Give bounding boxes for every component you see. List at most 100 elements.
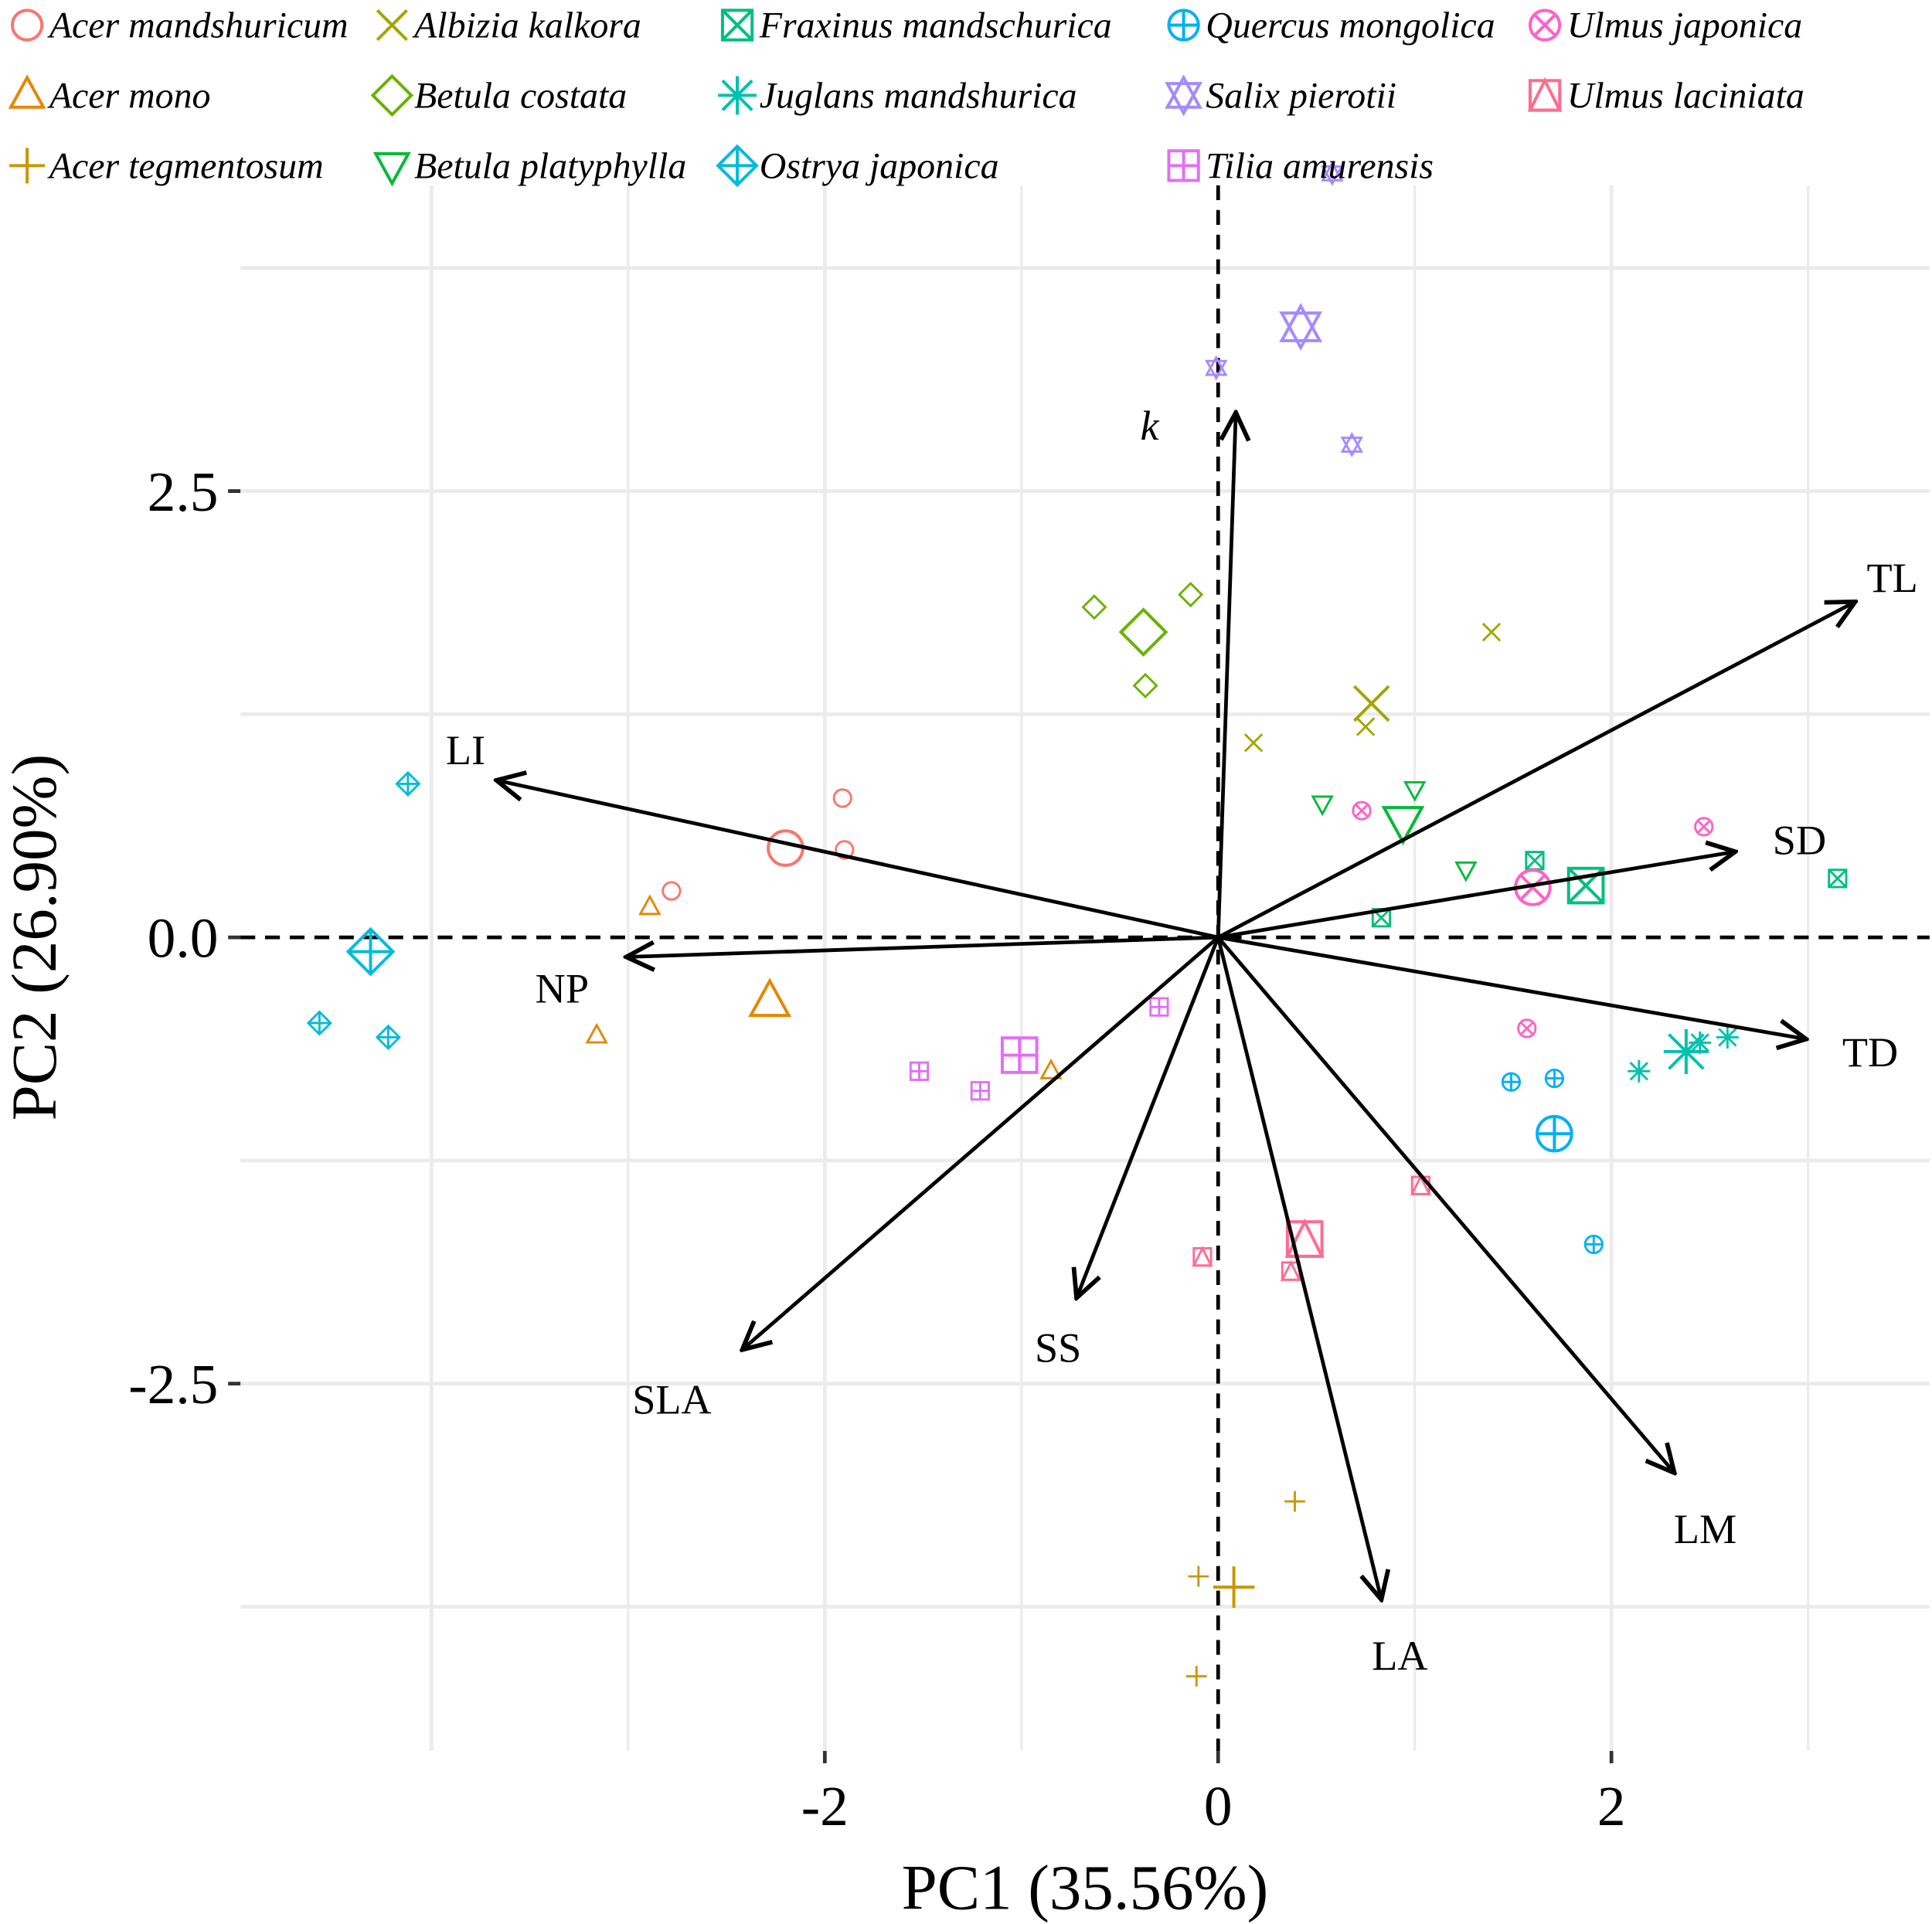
mark-stroke [721,8,753,42]
data-point [1205,355,1228,381]
mark-stroke [1355,717,1376,736]
mark-stroke [376,8,408,42]
mark-triangle [1284,1218,1325,1258]
mark-triangle-down [1340,437,1364,457]
x-axis-label: PC1 (35.56%) [902,1851,1269,1922]
centroid-point [1381,806,1425,845]
mark-square [720,8,754,42]
vector-label: TL [1866,555,1917,601]
x-tick-label: -2 [801,1775,849,1837]
legend-key [10,8,44,42]
mark-circle [1694,817,1714,837]
legend-key [716,144,759,188]
mark-triangle [1205,355,1228,376]
mark-circle [767,829,804,867]
mark-triangle [1280,1259,1301,1281]
data-point [1501,1072,1522,1092]
data-point [1280,1259,1301,1281]
mark-triangle [748,977,792,1018]
y-tick-label: 2.5 [148,461,219,523]
mark-square [1281,1261,1301,1281]
mark-diamond [345,926,396,977]
data-point [1716,1025,1739,1049]
mark-triangle-down [372,152,411,187]
legend-label: Albizia kalkora [412,5,641,46]
legend-label: Fraxinus mandschurica [759,5,1112,46]
x-tick-label: 0 [1204,1775,1233,1837]
y-axis-label: PC2 (26.90%) [0,754,70,1121]
mark-triangle [585,1022,608,1044]
legend-key [376,8,408,42]
data-point [1340,432,1364,457]
data-point [970,1081,990,1101]
legend-label: Acer mono [47,75,211,116]
mark-triangle [1340,432,1364,453]
vector-label: SLA [632,1377,711,1423]
mark-triangle-down [1454,861,1478,882]
legend-key [8,74,46,109]
vector-arrow [1217,602,1855,940]
mark-circle [662,881,682,901]
mark-circle [1517,1018,1537,1038]
mark-triangle-down [1311,795,1334,817]
legend-label: Betula costata [414,75,627,116]
mark-circle [835,840,855,860]
legend-key [720,8,754,42]
data-point [1185,1666,1207,1687]
mark-circle [1352,801,1372,821]
data-point [1352,801,1372,821]
centroid-point [1279,303,1323,351]
data-point [832,788,852,808]
vector-label: TD [1842,1029,1898,1076]
mark-triangle-down [1279,311,1323,351]
mark-stroke [1372,908,1391,927]
legend-label: Acer mandshuricum [47,5,349,46]
vector-arrow [1077,937,1220,1298]
legend-label: Ulmus laciniata [1567,75,1804,116]
mark-stroke [1519,1021,1534,1035]
data-point [395,770,421,797]
data-point [375,1024,401,1051]
axes: -2 0 2 2.5 0.0 -2.5 [128,461,1625,1837]
legend-key [372,152,411,187]
data-point [1284,1491,1305,1512]
vector-label: NP [536,966,589,1012]
mark-circle [1528,8,1562,42]
mark-stroke [1533,13,1556,37]
data-point [1525,851,1545,871]
data-point [1517,1018,1537,1038]
data-point [1828,869,1848,889]
grid [240,185,1930,1752]
legend-label: Acer tegmentosum [47,145,324,186]
mark-stroke [1696,820,1711,834]
data-point [1188,1565,1209,1587]
centroid-point [1352,685,1390,722]
mark-triangle [1527,76,1563,112]
data-point [1039,1058,1063,1079]
reference-lines [240,185,1930,1752]
legend-key [1167,149,1200,182]
legend-key [1165,74,1203,117]
vector-arrow [1216,936,1674,1473]
mark-triangle-down [1381,806,1425,845]
centroid-point [1536,1114,1573,1153]
mark-square [1192,1247,1213,1267]
mark-triangle [1279,303,1323,342]
mark-diamond [306,1010,332,1036]
legend-key [718,76,757,115]
legend-key [9,148,46,184]
mark-triangle-down [1205,359,1228,381]
centroid-point [1118,607,1168,657]
data-point [1311,795,1334,817]
vector-label: LM [1674,1506,1736,1552]
mark-diamond [1178,581,1204,608]
mark-stroke [1481,622,1502,642]
centroid-point [1663,1028,1709,1074]
mark-diamond [370,73,414,117]
centroid-point [767,829,804,867]
mark-stroke [1519,874,1546,901]
legend-label: Ostrya japonica [760,145,999,186]
data-point [1454,861,1478,882]
data-point [306,1010,332,1036]
